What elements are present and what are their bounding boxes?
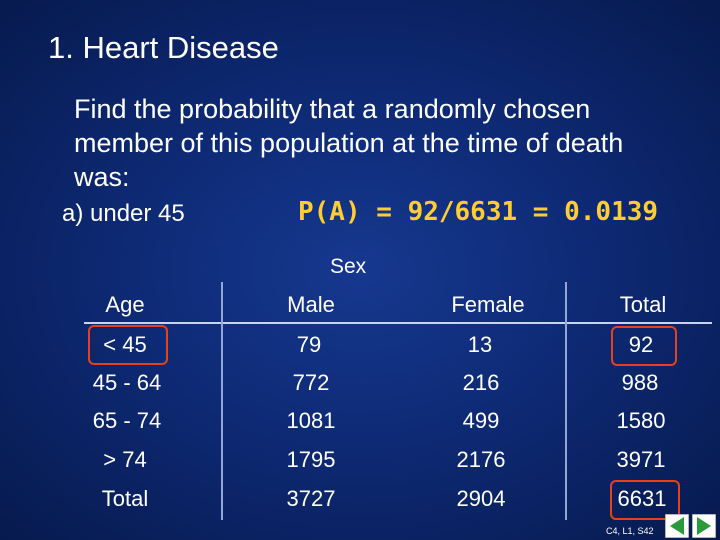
table-cell: > 74 — [103, 447, 147, 472]
table-header-male: Male — [287, 292, 335, 317]
table-header-total: Total — [619, 292, 667, 317]
table-cell: 13 — [467, 332, 493, 357]
table-cell: 1081 — [286, 408, 336, 433]
part-a-label: a) under 45 — [62, 200, 185, 227]
part-a-answer: P(A) = 92/6631 = 0.0139 — [298, 197, 659, 227]
next-slide-button[interactable] — [692, 514, 716, 538]
table-cell: 772 — [292, 370, 330, 395]
table-vertical-divider-right — [565, 282, 567, 520]
table-header-female: Female — [451, 292, 525, 317]
highlight-total-92 — [611, 326, 677, 366]
table-cell: Total — [101, 486, 149, 511]
table-cell: 3971 — [616, 447, 666, 472]
table-header-divider — [84, 322, 712, 324]
table-cell: 6631 — [617, 486, 667, 511]
table-cell: < 45 — [103, 332, 147, 357]
arrow-right-icon — [692, 514, 716, 538]
slide-title: 1. Heart Disease — [48, 30, 279, 65]
table-cell: 2904 — [456, 486, 506, 511]
slide-reference: C4, L1, S42 — [606, 526, 654, 536]
arrow-left-icon — [665, 514, 689, 538]
table-header-age: Age — [105, 292, 145, 317]
table-cell: 2176 — [456, 447, 506, 472]
table-cell: 1580 — [616, 408, 666, 433]
table-cell: 92 — [628, 332, 654, 357]
table-cell: 65 - 74 — [92, 408, 162, 433]
previous-slide-button[interactable] — [665, 514, 689, 538]
highlight-under-45 — [88, 325, 168, 365]
table-cell: 3727 — [286, 486, 336, 511]
highlight-grand-total — [610, 480, 680, 520]
table-cell: 499 — [462, 408, 500, 433]
sex-column-label: Sex — [330, 255, 367, 278]
table-cell: 45 - 64 — [92, 370, 162, 395]
question-text: Find the probability that a randomly cho… — [74, 94, 624, 192]
table-vertical-divider-left — [221, 282, 223, 520]
table-cell: 79 — [296, 332, 322, 357]
table-cell: 988 — [621, 370, 659, 395]
table-cell: 1795 — [286, 447, 336, 472]
table-cell: 216 — [462, 370, 500, 395]
